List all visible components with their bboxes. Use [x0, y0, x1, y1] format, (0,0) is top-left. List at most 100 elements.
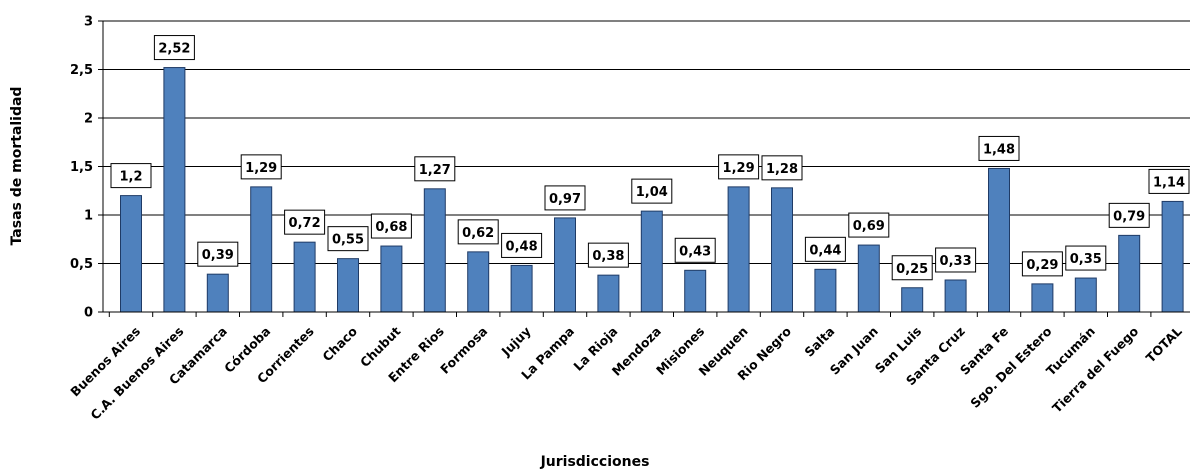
- data-label-text: 1,29: [723, 161, 755, 176]
- data-label: 1,27: [414, 156, 456, 182]
- data-label-box: [457, 219, 499, 245]
- y-axis-title: Tasas de mortalidad: [9, 87, 25, 246]
- x-axis-title: Jurisdicciones: [540, 454, 650, 470]
- bar: [771, 187, 793, 313]
- bar: [337, 258, 359, 313]
- bars: [120, 67, 1184, 313]
- data-label-text: 1,28: [766, 162, 798, 177]
- data-label: 0,25: [891, 255, 933, 281]
- bar: [1118, 234, 1141, 313]
- data-label-box: [284, 209, 326, 235]
- data-label: 0,97: [544, 185, 586, 211]
- bar: [293, 241, 316, 313]
- data-label-box: [1108, 202, 1150, 228]
- bar: [206, 273, 229, 313]
- data-label-text: 0,44: [809, 243, 841, 258]
- data-label-text: 0,29: [1026, 258, 1058, 273]
- data-label-text: 1,29: [245, 161, 277, 176]
- bar: [640, 210, 663, 313]
- data-label-box: [240, 154, 282, 180]
- data-label-box: [153, 35, 195, 61]
- data-label-box: [674, 237, 716, 263]
- data-label-box: [197, 241, 239, 267]
- data-label: 0,55: [327, 226, 369, 252]
- x-tick-label: Formosa: [437, 324, 490, 377]
- y-tick-label: 3: [84, 15, 93, 30]
- data-label: 0,72: [284, 209, 326, 235]
- y-tick-label: 0: [84, 306, 93, 321]
- data-label-text: 0,68: [375, 220, 407, 235]
- data-label-box: [718, 154, 760, 180]
- axes: [98, 20, 1190, 317]
- y-tick-label: 1: [84, 209, 93, 224]
- data-label-box: [370, 213, 412, 239]
- bar: [423, 188, 446, 313]
- data-label-text: 0,25: [896, 262, 928, 277]
- bar: [554, 217, 576, 313]
- data-label: 1,2: [110, 163, 152, 189]
- data-label-box: [1065, 245, 1107, 271]
- data-label-text: 0,97: [549, 192, 581, 207]
- data-label-box: [1021, 251, 1063, 277]
- data-label-text: 0,39: [202, 248, 234, 263]
- data-label: 2,52: [153, 35, 195, 61]
- bar: [988, 167, 1010, 313]
- x-tick-label: Sgo. Del Estero: [967, 323, 1054, 410]
- bar: [250, 186, 273, 313]
- data-label-text: 2,52: [158, 42, 190, 57]
- data-label: 0,38: [587, 242, 629, 268]
- bar: [120, 195, 142, 313]
- x-tick-label: Chaco: [319, 323, 360, 364]
- data-label: 0,79: [1108, 202, 1150, 228]
- bar: [1074, 277, 1097, 313]
- data-label-box: [935, 247, 977, 273]
- data-label: 1,29: [718, 154, 760, 180]
- data-label: 1,48: [978, 135, 1020, 161]
- bar: [727, 186, 750, 313]
- data-label-text: 1,48: [983, 142, 1015, 157]
- data-label: 0,62: [457, 219, 499, 245]
- bar: [814, 268, 837, 313]
- data-label-box: [587, 242, 629, 268]
- data-label: 0,29: [1021, 251, 1063, 277]
- y-tick-label: 1,5: [70, 160, 93, 175]
- y-tick-label: 0,5: [70, 257, 93, 272]
- data-label-box: [804, 236, 846, 262]
- data-label-text: 1,2: [119, 170, 142, 185]
- data-label-text: 0,62: [462, 226, 494, 241]
- data-label: 1,04: [631, 178, 673, 204]
- bar: [380, 245, 403, 313]
- data-label: 0,39: [197, 241, 239, 267]
- data-label: 1,28: [761, 155, 803, 181]
- data-label-text: 0,35: [1070, 252, 1102, 267]
- data-label: 0,44: [804, 236, 846, 262]
- bar: [857, 244, 880, 313]
- bar: [901, 287, 924, 313]
- data-label-box: [848, 212, 890, 238]
- data-label-text: 0,72: [289, 216, 321, 231]
- data-label-box: [501, 232, 543, 258]
- bar: [163, 67, 186, 313]
- y-tick-labels: 0 0,5 1 1,5 2 2,5 3: [70, 15, 93, 321]
- data-label-text: 0,55: [332, 233, 364, 248]
- data-label-box: [414, 156, 456, 182]
- data-label: 0,68: [370, 213, 412, 239]
- x-tick-label: Jujuy: [498, 324, 534, 360]
- data-label: 1,14: [1148, 168, 1190, 194]
- data-label-text: 0,69: [853, 219, 885, 234]
- data-label-box: [544, 185, 586, 211]
- bar: [684, 269, 707, 313]
- bar: [597, 274, 620, 313]
- x-tick-label: Salta: [801, 324, 837, 360]
- y-tick-label: 2: [84, 112, 93, 127]
- data-label-text: 0,79: [1113, 209, 1145, 224]
- data-label-box: [891, 255, 933, 281]
- data-label: 0,33: [935, 247, 977, 273]
- x-tick-label: Tierra del Fuego: [1049, 323, 1141, 415]
- y-tick-label: 2,5: [70, 63, 93, 78]
- data-label-text: 0,33: [940, 254, 972, 269]
- data-label-box: [327, 226, 369, 252]
- data-label: 0,35: [1065, 245, 1107, 271]
